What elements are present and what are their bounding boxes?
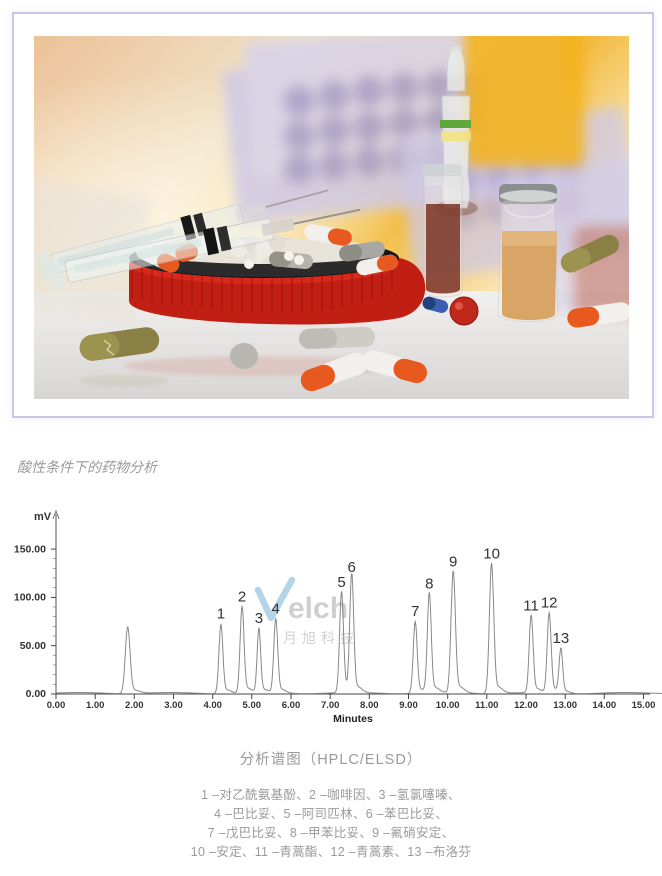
svg-text:3.00: 3.00 [164, 700, 183, 711]
svg-text:Minutes: Minutes [333, 713, 373, 725]
svg-text:elch: elch [288, 592, 348, 625]
svg-text:10.00: 10.00 [436, 700, 460, 711]
svg-text:5: 5 [337, 574, 345, 591]
svg-text:8.00: 8.00 [360, 700, 379, 711]
svg-text:2.00: 2.00 [125, 700, 144, 711]
svg-text:9.00: 9.00 [399, 700, 418, 711]
svg-text:12.00: 12.00 [514, 700, 538, 711]
svg-text:12: 12 [541, 595, 558, 612]
svg-text:3: 3 [255, 610, 263, 627]
svg-text:6: 6 [348, 559, 356, 576]
svg-text:4.00: 4.00 [203, 700, 222, 711]
svg-text:0.00: 0.00 [26, 688, 47, 700]
svg-text:1: 1 [217, 605, 225, 622]
svg-text:100.00: 100.00 [14, 592, 46, 604]
svg-text:mV: mV [34, 511, 52, 523]
svg-text:50.00: 50.00 [20, 640, 46, 652]
svg-text:10: 10 [483, 545, 500, 562]
svg-text:15.00: 15.00 [632, 700, 656, 711]
svg-text:14.00: 14.00 [592, 700, 616, 711]
svg-text:8: 8 [425, 576, 433, 593]
svg-text:月旭科技: 月旭科技 [283, 630, 359, 646]
svg-text:1.00: 1.00 [86, 700, 105, 711]
svg-text:11: 11 [523, 597, 539, 614]
svg-text:0.00: 0.00 [47, 700, 66, 711]
svg-text:7: 7 [411, 603, 419, 620]
svg-text:5.00: 5.00 [243, 700, 262, 711]
svg-text:13: 13 [553, 630, 570, 647]
svg-text:7.00: 7.00 [321, 700, 340, 711]
svg-text:2: 2 [238, 588, 246, 605]
svg-text:4: 4 [272, 600, 280, 617]
svg-text:150.00: 150.00 [14, 544, 46, 556]
svg-text:11.00: 11.00 [475, 700, 498, 711]
svg-text:6.00: 6.00 [282, 700, 301, 711]
svg-text:13.00: 13.00 [553, 700, 577, 711]
svg-text:9: 9 [449, 554, 457, 571]
